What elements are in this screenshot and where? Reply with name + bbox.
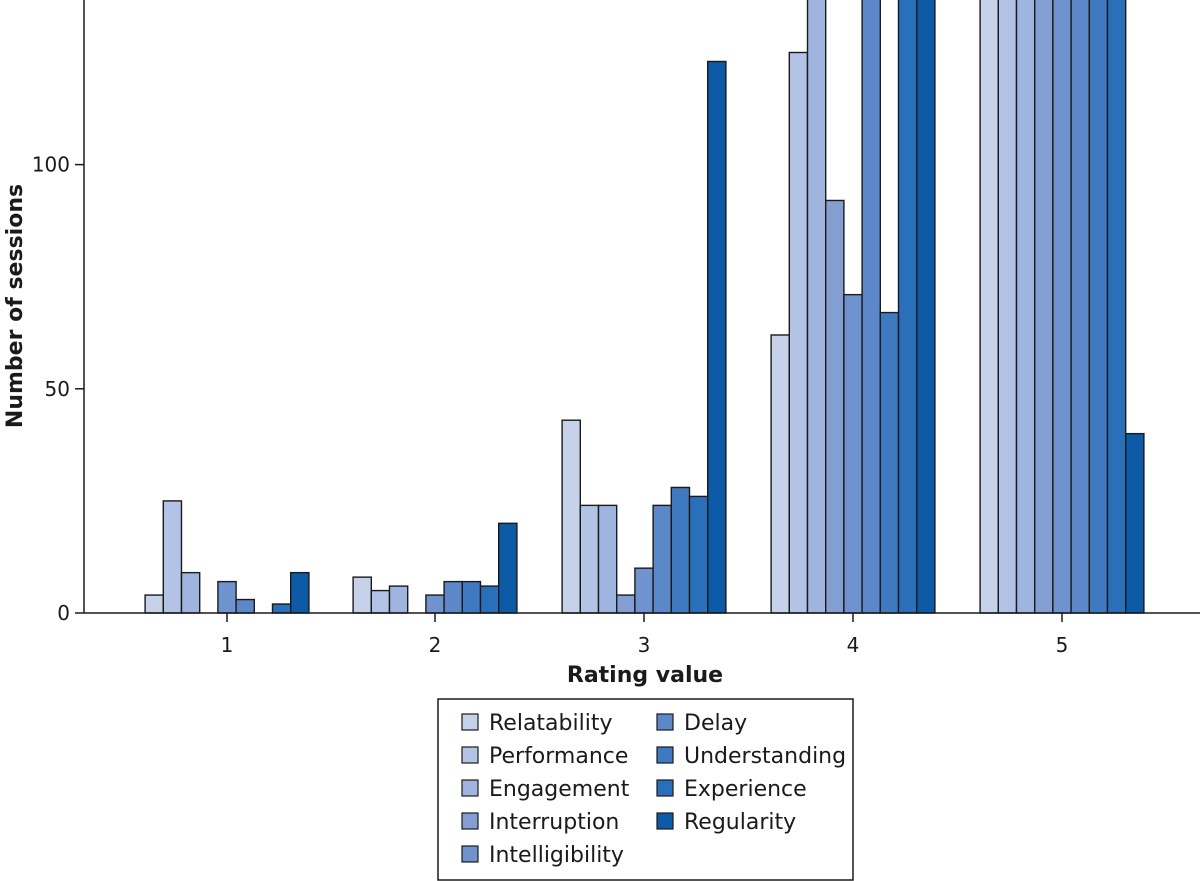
bar-experience-1 [271, 603, 292, 614]
y-ticks: 050100150200250 [32, 153, 84, 625]
bar-relatability-2 [352, 576, 373, 614]
x-tick-label: 1 [221, 633, 234, 657]
legend-swatch [656, 779, 674, 797]
y-tick-label: 0 [57, 601, 70, 625]
bar-relatability-4 [770, 334, 790, 614]
legend-item-delay: Delay [656, 711, 747, 736]
legend-swatch [656, 812, 674, 830]
y-tick-label: 50 [45, 377, 70, 401]
legend-label: Interruption [489, 810, 619, 835]
legend-items: Relatability Performance Engagement Interru… [461, 711, 846, 868]
x-tick-label: 4 [847, 633, 860, 657]
legend-label: Regularity [684, 810, 796, 835]
bar-engagement-2 [388, 585, 409, 614]
legend-swatch [461, 746, 479, 764]
legend-label: Understanding [684, 744, 846, 769]
legend-swatch [461, 812, 479, 830]
legend-item-intelligibility: Intelligibility [461, 843, 624, 868]
bar-engagement-3 [597, 504, 618, 614]
bar-delay-3 [652, 504, 672, 614]
y-axis-title: Number of sessions [3, 184, 28, 428]
x-tick-label: 5 [1056, 633, 1069, 657]
legend-label: Delay [684, 711, 747, 736]
bar-regularity-4 [916, 0, 936, 614]
bar-understanding-5 [1088, 0, 1109, 614]
legend-item-understanding: Understanding [656, 744, 846, 769]
bar-interruption-3 [616, 594, 636, 614]
bar-intelligibility-2 [425, 594, 445, 614]
legend-item-regularity: Regularity [656, 810, 796, 835]
x-tick-label: 2 [429, 633, 442, 657]
bar-performance-4 [788, 51, 809, 614]
legend-swatch [461, 779, 479, 797]
bar-performance-5 [997, 0, 1018, 614]
bar-intelligibility-4 [843, 293, 863, 614]
legend-label: Relatability [489, 711, 612, 736]
bar-understanding-2 [461, 580, 482, 614]
bar-delay-2 [443, 580, 464, 614]
x-axis-title: Rating value [567, 663, 723, 688]
bar-delay-1 [235, 598, 256, 614]
bar-experience-2 [479, 585, 500, 614]
bar-delay-5 [1070, 0, 1090, 614]
legend-item-performance: Performance [461, 744, 628, 769]
bar-performance-3 [579, 504, 600, 614]
bar-engagement-4 [806, 0, 827, 614]
legend-label: Performance [489, 744, 628, 769]
legend-swatch [656, 713, 674, 731]
x-ticks: 1 2 3 4 5 [221, 613, 1069, 657]
legend-swatch [656, 746, 674, 764]
legend-box [437, 698, 854, 881]
legend-item-experience: Experience [656, 777, 807, 802]
legend: Relatability Performance Engagement Interru… [437, 698, 854, 881]
bar-experience-4 [897, 0, 918, 614]
bar-interruption-5 [1033, 0, 1054, 614]
bar-engagement-1 [180, 571, 201, 614]
bars [144, 0, 1145, 614]
bar-intelligibility-3 [634, 567, 654, 614]
y-tick-label: 100 [32, 153, 70, 177]
legend-label: Intelligibility [489, 843, 624, 868]
bar-relatability-5 [979, 0, 999, 614]
bar-performance-2 [370, 589, 391, 614]
bar-understanding-4 [879, 311, 900, 614]
legend-label: Experience [684, 777, 807, 802]
bar-interruption-4 [825, 199, 845, 614]
bar-regularity-2 [498, 522, 518, 614]
legend-item-relatability: Relatability [461, 711, 612, 736]
bar-intelligibility-5 [1052, 0, 1072, 614]
bar-regularity-5 [1124, 432, 1145, 614]
legend-label: Engagement [489, 777, 630, 802]
bar-performance-1 [162, 500, 183, 614]
legend-swatch [461, 713, 479, 731]
bar-engagement-5 [1015, 0, 1036, 614]
bar-relatability-3 [561, 419, 581, 614]
legend-item-engagement: Engagement [461, 777, 630, 802]
bar-intelligibility-1 [217, 580, 237, 614]
legend-item-interruption: Interruption [461, 810, 619, 835]
x-tick-label: 3 [638, 633, 651, 657]
bar-delay-4 [861, 0, 881, 614]
bar-regularity-3 [707, 60, 727, 614]
bar-understanding-3 [670, 486, 691, 614]
bar-relatability-1 [144, 594, 165, 614]
legend-swatch [461, 845, 479, 863]
bar-experience-3 [688, 495, 709, 614]
bar-regularity-1 [290, 571, 310, 614]
bar-experience-5 [1106, 0, 1127, 614]
